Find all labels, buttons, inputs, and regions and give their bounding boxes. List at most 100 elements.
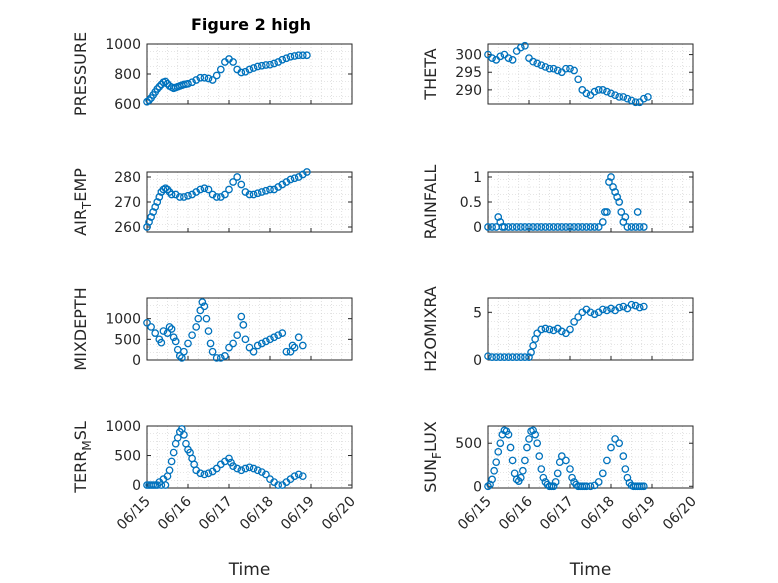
data-point: [484, 352, 492, 361]
y-tick-label: 300: [455, 48, 482, 64]
data-point: [566, 223, 574, 231]
data-point: [212, 193, 221, 201]
data-point: [167, 325, 176, 333]
data-point: [639, 482, 648, 491]
data-point: [508, 223, 517, 231]
data-point: [516, 223, 525, 231]
data-point: [298, 51, 307, 60]
series-markers: [143, 425, 307, 489]
data-point: [549, 64, 558, 73]
data-point: [229, 339, 237, 348]
data-point: [504, 430, 513, 439]
data-point: [157, 338, 166, 347]
data-point: [500, 353, 509, 361]
data-point: [165, 466, 174, 475]
data-point: [521, 41, 529, 50]
data-point: [531, 430, 540, 439]
data-point: [611, 91, 619, 100]
data-point: [167, 457, 176, 466]
y-axis-label: H2OMIXRA: [421, 286, 440, 372]
data-point: [245, 65, 254, 74]
data-point: [257, 61, 266, 70]
data-point: [627, 300, 636, 309]
data-point: [619, 93, 628, 101]
data-point: [623, 304, 632, 313]
data-point: [508, 353, 517, 361]
data-point: [233, 173, 242, 181]
data-point: [537, 61, 546, 70]
axes-3: 260 270 280 AIRTEMP: [71, 168, 353, 236]
data-point: [202, 314, 211, 323]
data-point: [194, 314, 203, 323]
data-point: [566, 64, 574, 73]
data-point: [274, 58, 283, 66]
data-point: [188, 331, 196, 340]
data-point: [627, 96, 636, 105]
data-point: [303, 51, 311, 60]
data-point: [245, 190, 254, 199]
data-point: [566, 465, 574, 473]
data-point: [266, 60, 274, 69]
data-point: [286, 52, 295, 61]
data-point: [533, 59, 542, 68]
data-point: [603, 456, 611, 465]
data-point: [619, 302, 628, 311]
data-point: [533, 329, 542, 338]
data-point: [167, 190, 176, 199]
data-point: [557, 223, 566, 231]
series-markers: [484, 173, 648, 231]
data-point: [288, 341, 297, 350]
data-point: [266, 185, 274, 194]
data-point: [153, 85, 162, 93]
data-point: [262, 186, 270, 195]
y-axis-label: MIXDEPTH: [71, 287, 90, 370]
data-point: [192, 323, 201, 331]
data-point: [594, 223, 603, 231]
data-point: [529, 223, 537, 231]
data-point: [192, 76, 201, 84]
data-point: [249, 464, 258, 473]
data-point: [516, 43, 525, 52]
data-point: [241, 335, 250, 344]
data-point: [590, 310, 599, 319]
data-point: [617, 208, 626, 216]
data-point: [529, 426, 537, 435]
data-point: [233, 331, 242, 340]
figure-title: Figure 2 high: [191, 15, 311, 34]
y-axis-label: PRESSURE: [71, 32, 90, 116]
data-point: [582, 482, 591, 491]
data-point: [598, 305, 607, 314]
data-point: [290, 174, 299, 183]
data-point: [586, 308, 595, 317]
data-point: [298, 341, 307, 350]
data-point: [286, 175, 295, 184]
data-point: [249, 190, 258, 199]
data-point: [557, 327, 566, 336]
data-point: [216, 65, 225, 74]
data-point: [512, 353, 521, 361]
data-point: [188, 78, 196, 87]
data-point: [496, 52, 505, 61]
data-point: [553, 469, 562, 478]
data-point: [204, 74, 213, 83]
data-point: [533, 439, 542, 448]
data-point: [169, 333, 178, 342]
data-point: [607, 304, 615, 313]
y-tick-label: 1000: [105, 37, 141, 53]
y-tick-label: 0: [473, 353, 482, 369]
data-point: [249, 347, 258, 356]
data-point: [143, 318, 151, 327]
data-point: [221, 352, 229, 360]
data-point: [294, 51, 303, 60]
data-point: [169, 448, 178, 457]
data-point: [631, 223, 640, 231]
grid: [147, 44, 352, 104]
data-point: [253, 341, 262, 350]
data-point: [266, 335, 274, 344]
grid: [488, 426, 693, 488]
data-point: [541, 223, 550, 231]
axes-box: [487, 43, 694, 105]
y-tick-label: 1: [473, 170, 482, 186]
grid: [488, 172, 693, 232]
y-tick-label: 800: [114, 67, 141, 83]
